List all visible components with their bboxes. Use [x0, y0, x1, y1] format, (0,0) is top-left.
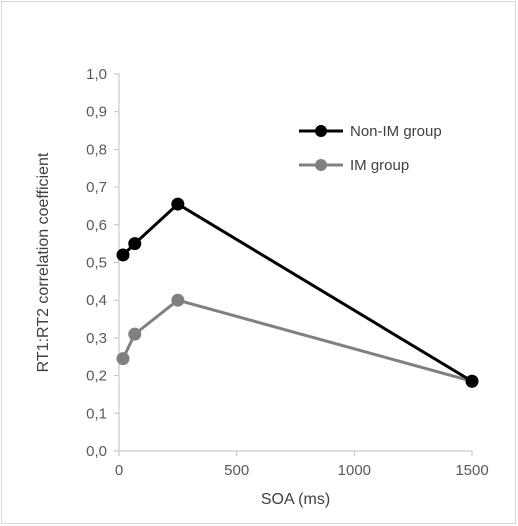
x-tick-label: 1500 [455, 462, 488, 479]
y-tick-label: 0,7 [86, 179, 107, 196]
data-point-non-im-group [171, 197, 185, 211]
legend-label-im-group: IM group [350, 157, 409, 174]
series-layer [116, 197, 479, 388]
data-point-im-group [171, 293, 185, 307]
series-line-non-im-group [121, 202, 473, 383]
data-point-non-im-group [128, 237, 142, 251]
legend-label-non-im-group: Non-IM group [350, 123, 442, 140]
y-tick-label: 0,6 [86, 217, 107, 234]
legend-marker-im-group [315, 159, 327, 171]
y-tick-label: 1,0 [86, 66, 107, 83]
y-axis-title: RT1:RT2 correlation coefficient [35, 152, 52, 372]
data-point-non-im-group [116, 248, 130, 262]
x-axis-title: SOA (ms) [261, 491, 330, 508]
y-tick-label: 0,3 [86, 330, 107, 347]
y-tick-label: 0,9 [86, 104, 107, 121]
y-tick-label: 0,0 [86, 443, 107, 460]
legend: Non-IM group IM group [299, 123, 442, 174]
data-point-non-im-group [465, 374, 479, 388]
y-tick-label: 0,8 [86, 141, 107, 158]
series-line-im-group [121, 298, 473, 383]
data-point-im-group [128, 327, 142, 341]
legend-marker-non-im-group [315, 125, 327, 137]
y-tick-label: 0,1 [86, 405, 107, 422]
y-tick-label: 0,4 [86, 292, 107, 309]
x-axis: 0 500 1000 1500 [115, 450, 489, 479]
x-tick-label: 1000 [338, 462, 371, 479]
y-tick-label: 0,2 [86, 368, 107, 385]
x-tick-label: 500 [224, 462, 249, 479]
y-tick-label: 0,5 [86, 255, 107, 272]
x-tick-label: 0 [115, 462, 123, 479]
y-axis: 0,0 0,1 0,2 0,3 0,4 0,5 0,6 0,7 0,8 0,9 1,0 [86, 66, 120, 460]
data-point-im-group [116, 352, 130, 366]
